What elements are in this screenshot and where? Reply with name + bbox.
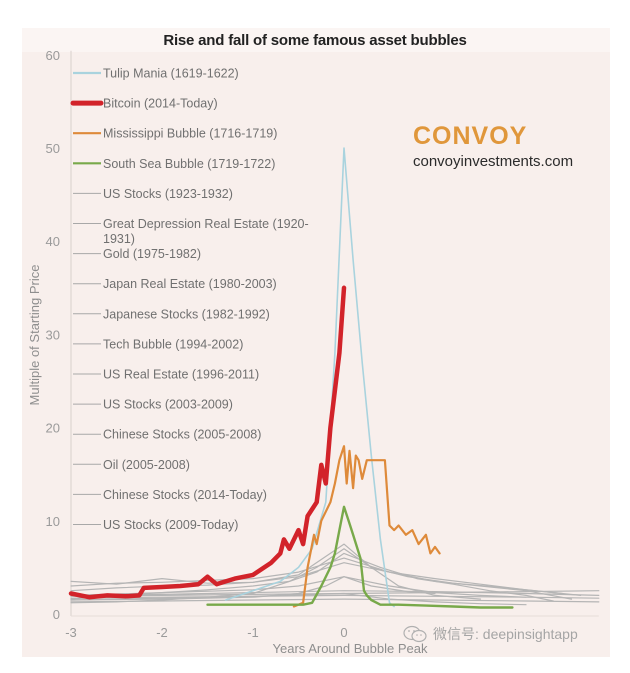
legend-label: Gold (1975-1982): [103, 247, 201, 261]
legend-item: South Sea Bubble (1719-1722): [73, 157, 275, 171]
x-tick-label: 0: [340, 625, 347, 640]
legend-label: Tech Bubble (1994-2002): [103, 337, 243, 351]
legend-label: South Sea Bubble (1719-1722): [103, 157, 275, 171]
x-tick-label: -2: [156, 625, 168, 640]
series-line: [70, 598, 600, 603]
legend-label: US Stocks (1923-1932): [103, 187, 233, 201]
series-line: [224, 147, 395, 608]
series-line: [68, 285, 347, 600]
x-axis-title: Years Around Bubble Peak: [273, 641, 428, 656]
legend-item: Chinese Stocks (2005-2008): [73, 428, 261, 442]
series-line: [70, 590, 600, 597]
legend-label: US Stocks (2009-Today): [103, 518, 238, 532]
series-line: [70, 548, 482, 604]
legend-label: Mississippi Bubble (1716-1719): [103, 127, 277, 141]
y-tick-label: 50: [46, 141, 60, 156]
legend-label: Japanese Stocks (1982-1992): [103, 307, 270, 321]
legend-item: Japan Real Estate (1980-2003): [73, 277, 277, 291]
y-tick-label: 40: [46, 234, 60, 249]
legend-item: US Stocks (2003-2009): [73, 398, 233, 412]
chart-title: Rise and fall of some famous asset bubbl…: [163, 32, 467, 49]
wechat-icon: [403, 625, 429, 643]
legend-item: US Stocks (1923-1932): [73, 187, 233, 201]
y-tick-label: 30: [46, 327, 60, 342]
series-line: [206, 505, 514, 609]
legend-item: US Stocks (2009-Today): [73, 518, 238, 532]
legend-label: Chinese Stocks (2005-2008): [103, 428, 261, 442]
brand-logo-text: CONVOY: [413, 122, 528, 150]
legend-label: US Stocks (2003-2009): [103, 398, 233, 412]
legend-label: Great Depression Real Estate (1920-1931): [103, 217, 309, 246]
y-tick-label: 0: [53, 607, 60, 622]
y-tick-label: 20: [46, 421, 60, 436]
legend-item: Gold (1975-1982): [73, 247, 201, 261]
series-layer: [68, 147, 600, 609]
legend-item: Chinese Stocks (2014-Today): [73, 488, 267, 502]
legend-label: Bitcoin (2014-Today): [103, 97, 218, 111]
legend: Tulip Mania (1619-1622) Bitcoin (2014-Tod…: [70, 67, 309, 532]
series-line: [292, 445, 441, 608]
legend-label: Japan Real Estate (1980-2003): [103, 277, 277, 291]
y-tick-label: 10: [46, 514, 60, 529]
legend-label: US Real Estate (1996-2011): [103, 368, 259, 382]
legend-label: Tulip Mania (1619-1622): [103, 67, 239, 81]
legend-label: Oil (2005-2008): [103, 458, 190, 472]
y-tick-label: 60: [46, 48, 60, 63]
watermark-text: 微信号: deepinsightapp: [433, 626, 578, 642]
series-line: [70, 543, 563, 595]
series-line: [70, 590, 600, 596]
legend-item: Oil (2005-2008): [73, 458, 190, 472]
brand-url: convoyinvestments.com: [413, 153, 574, 170]
legend-item: Mississippi Bubble (1716-1719): [73, 127, 277, 141]
x-tick-label: -1: [247, 625, 259, 640]
legend-item: Tech Bubble (1994-2002): [73, 337, 243, 351]
legend-label: Chinese Stocks (2014-Today): [103, 488, 267, 502]
y-axis-title: Multiple of Starting Price: [27, 265, 42, 406]
legend-item: Tulip Mania (1619-1622): [73, 67, 239, 81]
watermark: 微信号: deepinsightapp: [403, 624, 578, 644]
series-line: [70, 576, 436, 601]
legend-item: Bitcoin (2014-Today): [70, 97, 218, 111]
title-band: [22, 28, 610, 52]
legend-item: US Real Estate (1996-2011): [73, 368, 259, 382]
chart-background: [22, 28, 610, 657]
legend-item: Japanese Stocks (1982-1992): [73, 307, 270, 321]
x-tick-label: -3: [65, 625, 77, 640]
legend-item: Great Depression Real Estate (1920-1931): [73, 217, 309, 246]
axes: [70, 50, 599, 617]
tick-labels: 0 10 20 30 40 50 60 -3 -2 -1 0: [46, 48, 348, 640]
